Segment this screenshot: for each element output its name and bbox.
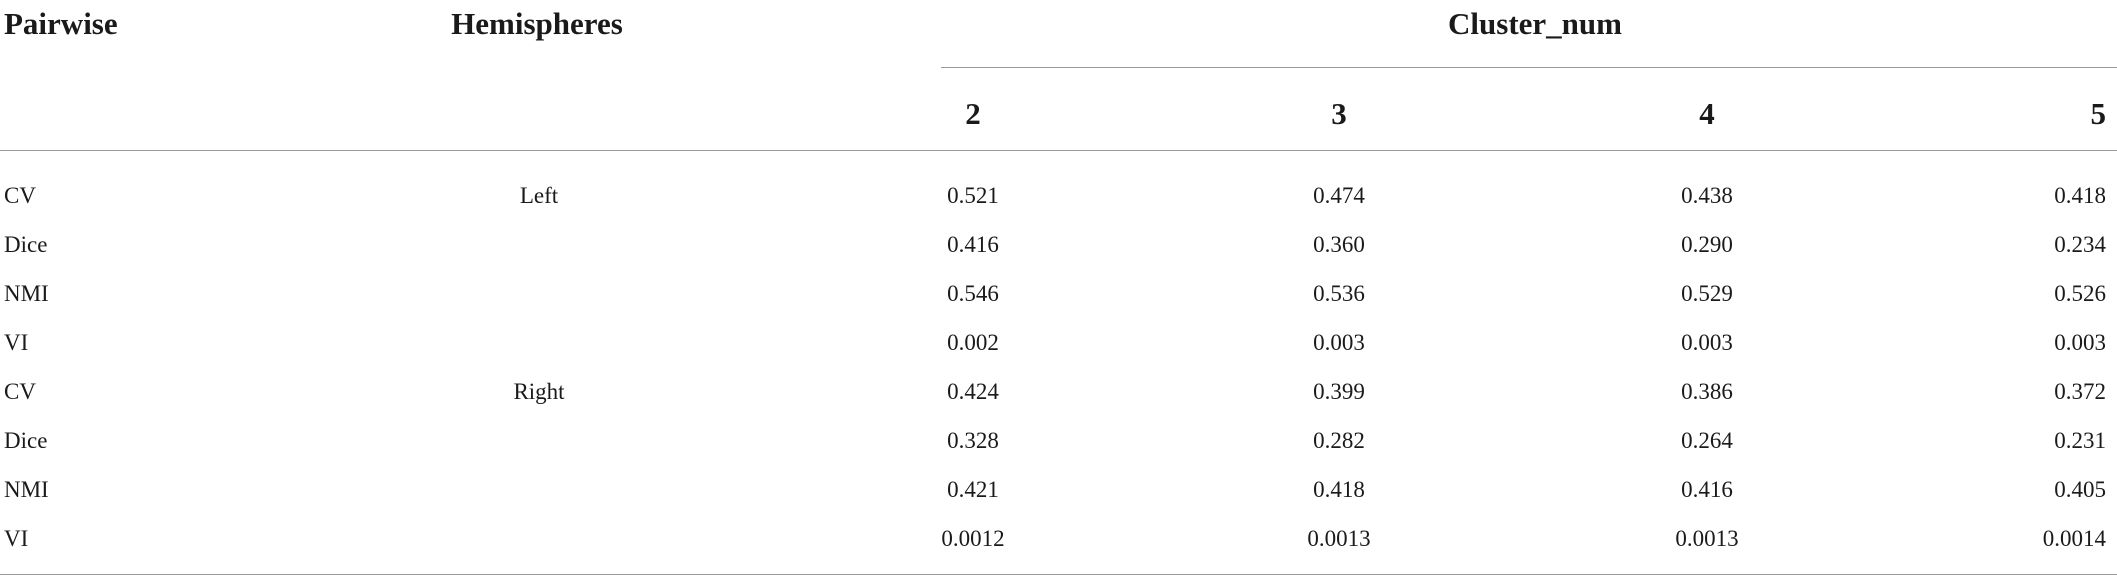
table-cell-value: 0.536 (1313, 281, 1365, 306)
table-cell-value: 0.405 (2054, 477, 2106, 502)
header-cluster-5: 5 (2090, 96, 2107, 131)
table-cell-value: 0.424 (947, 379, 999, 404)
row-hemisphere: Left (519, 183, 559, 208)
table-cell-value: 0.529 (1681, 281, 1733, 306)
table-cell-value: 0.231 (2054, 428, 2106, 453)
table-bottom-rule (0, 574, 2117, 575)
table-cell-value: 0.290 (1681, 232, 1733, 257)
table-cell-value: 0.386 (1681, 379, 1733, 404)
table-cell-value: 0.0013 (1675, 526, 1739, 551)
header-cluster-2: 2 (965, 96, 981, 131)
row-metric: NMI (4, 281, 49, 306)
row-metric: CV (4, 379, 36, 404)
table-cell-value: 0.521 (947, 183, 999, 208)
table-cell-value: 0.360 (1313, 232, 1365, 257)
table-cell-value: 0.421 (947, 477, 999, 502)
header-cluster-num: Cluster_num (1448, 6, 1622, 41)
table-cell-value: 0.474 (1313, 183, 1365, 208)
table-cell-value: 0.003 (1681, 330, 1733, 355)
table-cell-value: 0.372 (2054, 379, 2106, 404)
header-pairwise: Pairwise (4, 6, 118, 41)
table-cell-value: 0.418 (1313, 477, 1365, 502)
table-cell-value: 0.399 (1313, 379, 1365, 404)
table-cell-value: 0.526 (2054, 281, 2106, 306)
row-hemisphere: Right (513, 379, 565, 404)
cluster-num-underline (941, 67, 2117, 68)
row-metric: Dice (4, 428, 48, 453)
table-cell-value: 0.438 (1681, 183, 1733, 208)
table-cell-value: 0.003 (1313, 330, 1365, 355)
row-metric: NMI (4, 477, 49, 502)
header-cluster-4: 4 (1699, 96, 1715, 131)
table-cell-value: 0.234 (2054, 232, 2106, 257)
table-cell-value: 0.0013 (1307, 526, 1371, 551)
header-cluster-3: 3 (1331, 96, 1347, 131)
table-cell-value: 0.416 (1681, 477, 1733, 502)
table-cell-value: 0.328 (947, 428, 999, 453)
table-cell-value: 0.002 (947, 330, 999, 355)
row-metric: Dice (4, 232, 48, 257)
table-cell-value: 0.282 (1313, 428, 1365, 453)
row-metric: VI (4, 330, 29, 355)
header-hemispheres: Hemispheres (451, 6, 623, 41)
table-cell-value: 0.003 (2054, 330, 2106, 355)
row-metric: VI (4, 526, 29, 551)
table-cell-value: 0.546 (947, 281, 999, 306)
row-metric: CV (4, 183, 36, 208)
table-cell-value: 0.0014 (2042, 526, 2106, 551)
table-cell-value: 0.418 (2054, 183, 2106, 208)
header-bottom-rule (0, 150, 2117, 151)
table-cell-value: 0.0012 (941, 526, 1005, 551)
table-cell-value: 0.264 (1681, 428, 1733, 453)
table-cell-value: 0.416 (947, 232, 999, 257)
